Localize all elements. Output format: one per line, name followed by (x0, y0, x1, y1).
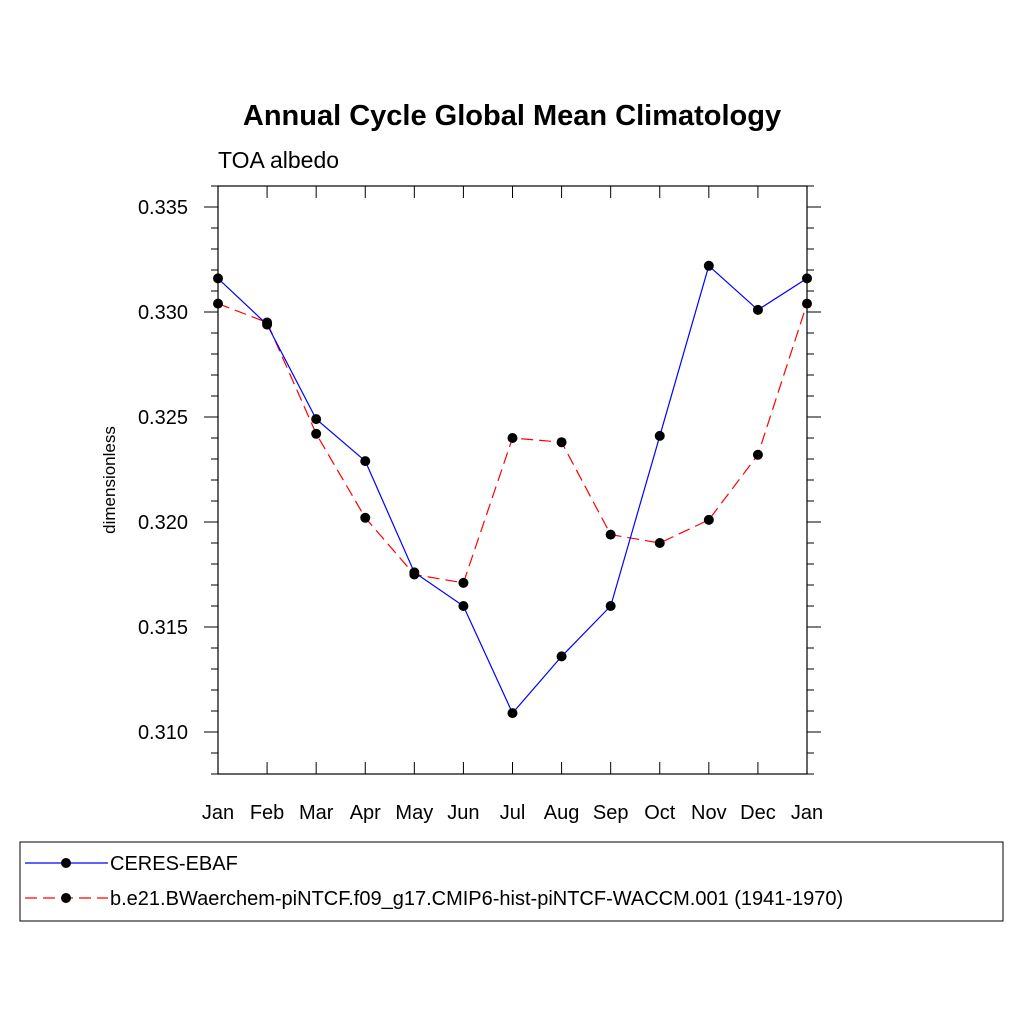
x-tick-label: Nov (691, 802, 727, 824)
data-point (703, 260, 714, 271)
y-tick-label: 0.320 (138, 512, 188, 534)
data-point (654, 430, 665, 441)
legend-marker (61, 893, 71, 903)
x-tick-label: Apr (350, 802, 381, 824)
series-line (217, 303, 808, 584)
data-point (752, 304, 763, 315)
y-tick-label: 0.315 (138, 617, 188, 639)
y-tick-label: 0.325 (138, 407, 188, 429)
data-point (605, 529, 616, 540)
data-point (556, 651, 567, 662)
data-point (605, 601, 616, 611)
data-point (654, 538, 665, 548)
x-tick-label: May (395, 802, 433, 824)
data-point (752, 449, 763, 460)
x-tick-label: Jul (500, 802, 526, 824)
data-point (311, 414, 322, 425)
legend-marker (61, 858, 71, 868)
legend-label: b.e21.BWaerchem-piNTCF.f09_g17.CMIP6-his… (110, 888, 843, 910)
y-axis-label: dimensionless (100, 426, 119, 534)
x-tick-label: Oct (644, 802, 676, 824)
x-tick-label: Sep (593, 802, 629, 824)
legend-label: CERES-EBAF (110, 853, 238, 875)
x-tick-label: Jan (202, 802, 234, 824)
chart-title: Annual Cycle Global Mean Climatology (243, 100, 781, 132)
data-point (213, 273, 223, 284)
data-point (458, 601, 469, 611)
x-tick-label: Mar (299, 802, 334, 824)
x-tick-label: Feb (250, 802, 284, 824)
x-tick-label: Jun (447, 802, 479, 824)
x-tick-label: Jan (791, 802, 823, 824)
y-tick-label: 0.330 (138, 302, 188, 324)
data-point (802, 298, 812, 309)
series-line (217, 264, 808, 715)
data-point (507, 708, 518, 719)
y-tick-label: 0.335 (138, 197, 188, 219)
data-point (458, 577, 469, 588)
data-point (360, 456, 371, 467)
data-point (507, 433, 518, 443)
data-point (311, 428, 322, 439)
x-tick-label: Aug (544, 802, 580, 824)
data-point (262, 317, 273, 328)
chart-subtitle: TOA albedo (218, 147, 339, 173)
x-tick-label: Dec (740, 802, 776, 824)
y-tick-label: 0.310 (138, 722, 188, 744)
data-point (556, 437, 567, 448)
data-point (360, 512, 371, 523)
data-point (409, 569, 420, 580)
data-point (703, 514, 714, 525)
data-point (213, 298, 223, 309)
data-point (802, 273, 812, 284)
legend-box (19, 841, 1004, 922)
